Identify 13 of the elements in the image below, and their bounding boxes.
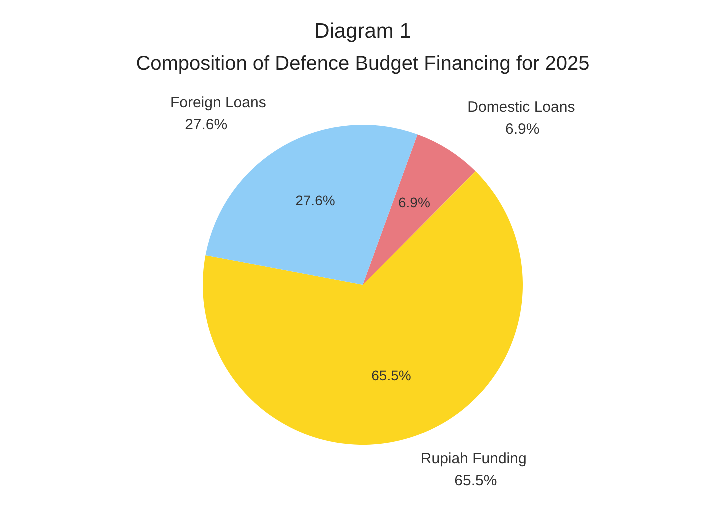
data-label: 27.6%: [296, 192, 336, 208]
slice-label: Rupiah Funding: [420, 450, 527, 468]
slice-label: Domestic Loans: [468, 99, 576, 116]
chart-title: Diagram 1: [314, 20, 412, 43]
data-label: 6.9%: [398, 194, 430, 211]
pie-slice: [363, 134, 476, 285]
pie-slice: [203, 172, 523, 445]
text: 27.6%: [185, 116, 228, 134]
data-label: 65.5%: [372, 367, 412, 384]
text: 65.5%: [454, 472, 498, 490]
slice-label: Foreign Loans: [170, 94, 266, 112]
text: 6.9%: [506, 121, 540, 138]
chart-subtitle: Composition of Defence Budget Financing for 2025: [136, 53, 590, 75]
